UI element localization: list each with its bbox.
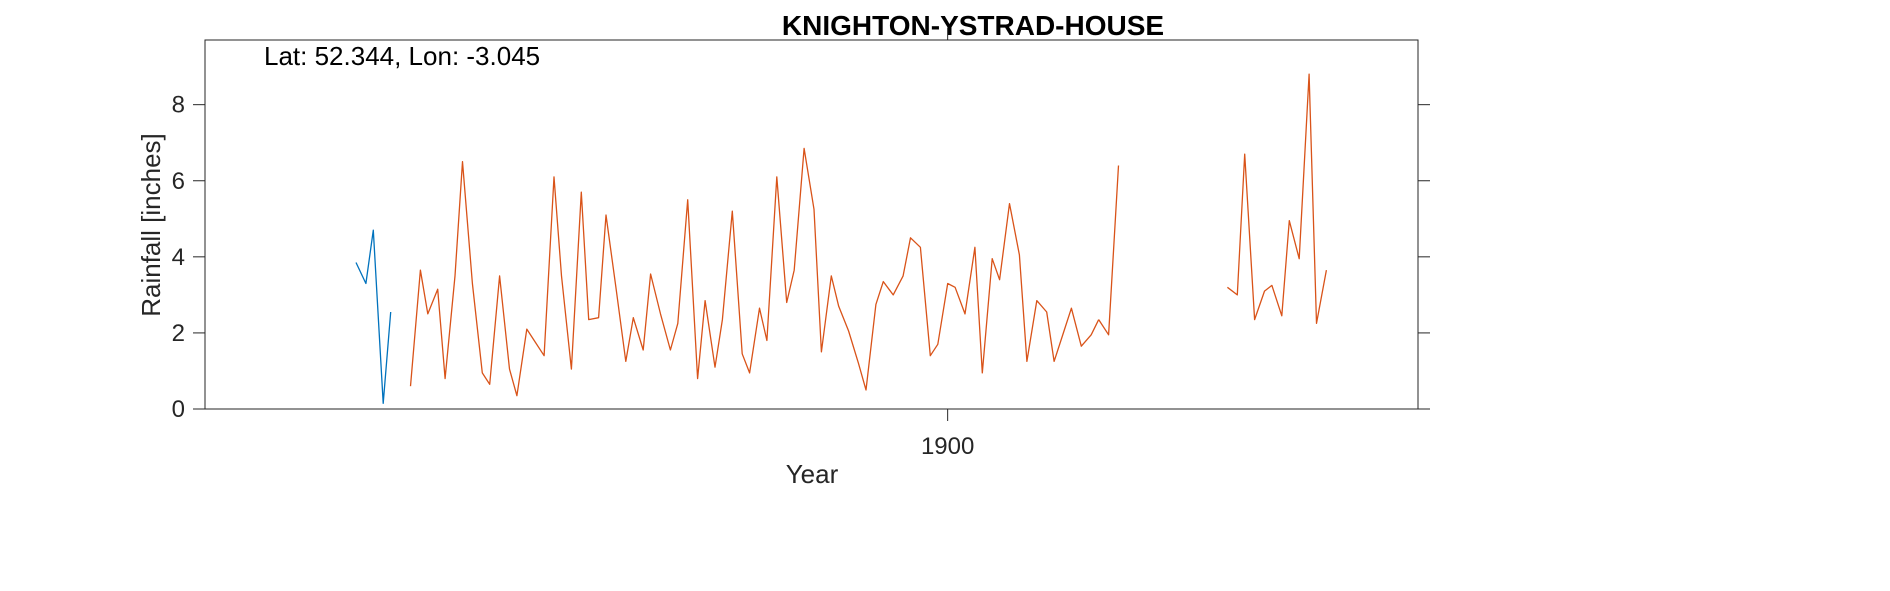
- y-axis-label: Rainfall [inches]: [136, 133, 166, 317]
- series-line-1: [355, 229, 392, 404]
- y-tick-label: 8: [172, 92, 185, 119]
- y-tick-label: 6: [172, 168, 185, 195]
- station-location-annotation: Lat: 52.344, Lon: -3.045: [264, 41, 540, 71]
- ticks-group: 0 2 4 6 8 1900: [172, 28, 1430, 460]
- x-axis-label: Year: [786, 459, 839, 489]
- series-line-2: [409, 147, 1100, 397]
- y-tick-label: 0: [172, 396, 185, 423]
- plot-area: 0 2 4 6 8 1900: [172, 28, 1430, 460]
- series-line-4: [1227, 73, 1328, 325]
- axes-box: [204, 39, 1419, 410]
- series-group: [355, 73, 1328, 404]
- series-line-3: [1098, 165, 1120, 336]
- y-tick-label: 2: [172, 320, 185, 347]
- y-tick-label: 4: [172, 244, 185, 271]
- x-tick-label: 1900: [921, 433, 974, 460]
- chart-title: KNIGHTON-YSTRAD-HOUSE: [782, 10, 1164, 41]
